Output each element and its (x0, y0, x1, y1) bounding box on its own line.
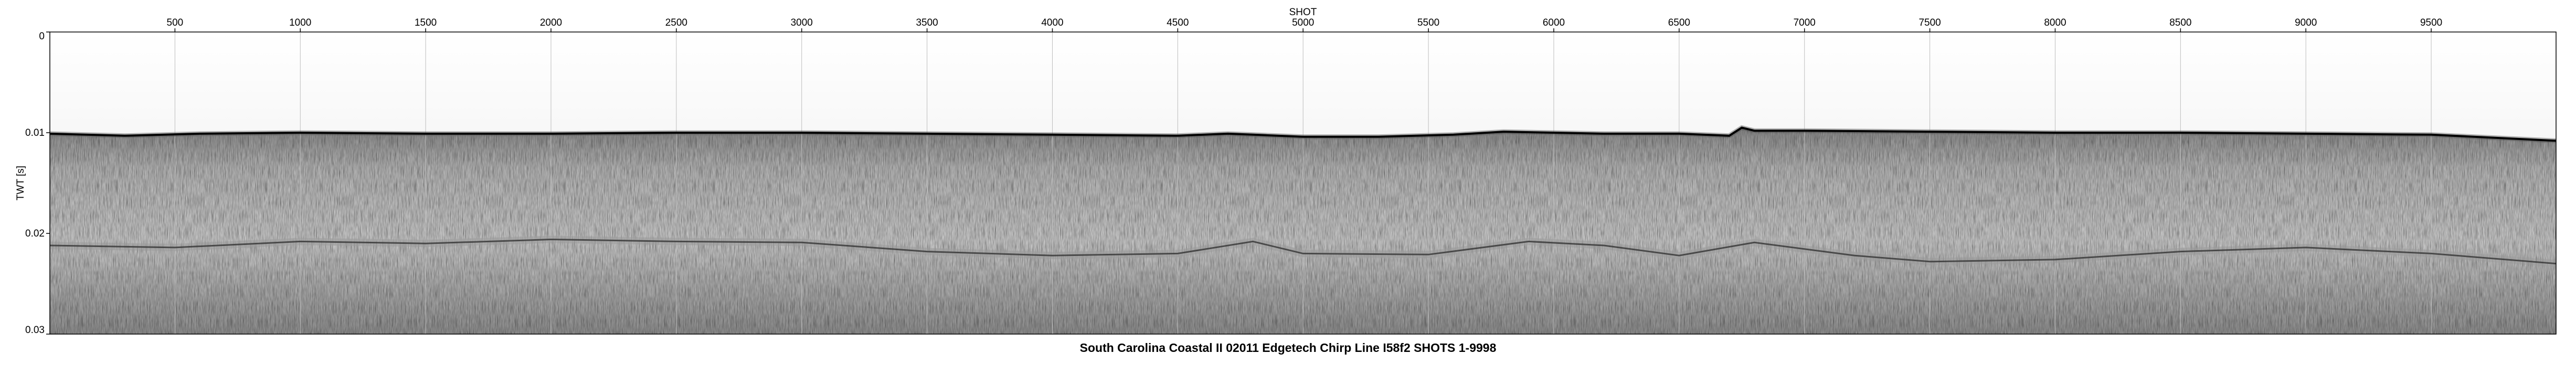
x-tick-label: 9500 (2420, 17, 2442, 28)
seafloor-reflector (50, 126, 2556, 142)
x-tick-label: 1500 (415, 17, 437, 28)
x-tick-label: 500 (167, 17, 184, 28)
x-tick-label: 2000 (540, 17, 562, 28)
y-axis-ticks: 0 0.01 0.02 0.03 (25, 31, 50, 336)
x-tick-label: 9000 (2295, 17, 2317, 28)
x-tick-label: 4000 (1041, 17, 1063, 28)
y-tick-label: 0.03 (25, 325, 45, 336)
x-tick-label: 6500 (1668, 17, 1690, 28)
y-tick-label: 0.01 (25, 127, 45, 138)
x-tick-label: 2500 (665, 17, 687, 28)
x-tick-label: 1000 (289, 17, 311, 28)
x-tick-label: 5500 (1417, 17, 1439, 28)
x-tick-label: 5000 (1292, 17, 1314, 28)
x-tick-label: 3000 (791, 17, 813, 28)
x-tick-label: 6000 (1543, 17, 1565, 28)
x-axis-ticks: 500 1000 1500 2000 2500 3000 3500 4000 4500 5000 5… (167, 17, 2442, 32)
subbottom-reflector (50, 238, 2556, 265)
y-tick-label: 0 (39, 31, 45, 42)
x-axis-label: SHOT (1289, 7, 1317, 18)
x-tick-label: 7000 (1794, 17, 1816, 28)
vertical-gridlines (174, 32, 2432, 334)
y-tick-label: 0.02 (25, 228, 45, 239)
chart-title: South Carolina Coastal II 02011 Edgetech… (1079, 341, 1497, 355)
y-axis-label: TWT [s] (15, 166, 26, 200)
x-tick-label: 3500 (916, 17, 938, 28)
x-tick-label: 4500 (1167, 17, 1189, 28)
x-tick-label: 8500 (2169, 17, 2191, 28)
x-tick-label: 8000 (2044, 17, 2066, 28)
x-tick-label: 7500 (1918, 17, 1941, 28)
